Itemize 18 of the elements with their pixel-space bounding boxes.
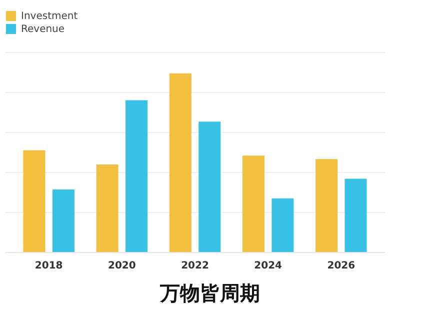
bar xyxy=(344,178,367,252)
legend-label: Revenue xyxy=(21,24,65,35)
bar xyxy=(272,198,294,252)
x-tick-label: 2018 xyxy=(34,260,63,272)
bar xyxy=(198,122,221,252)
text: 万物皆周期 xyxy=(159,281,260,305)
bar xyxy=(316,159,338,252)
legend-label: Investment xyxy=(21,11,78,22)
bar xyxy=(242,156,264,252)
bar xyxy=(52,190,74,252)
bar xyxy=(23,150,46,252)
bar xyxy=(169,73,192,252)
x-tick-label: 2026 xyxy=(327,260,356,272)
x-tick-label: 2024 xyxy=(254,260,282,272)
x-tick-label: 2022 xyxy=(181,260,209,272)
bar xyxy=(96,164,118,252)
bar xyxy=(126,100,148,252)
x-tick-label: 2020 xyxy=(108,260,136,272)
